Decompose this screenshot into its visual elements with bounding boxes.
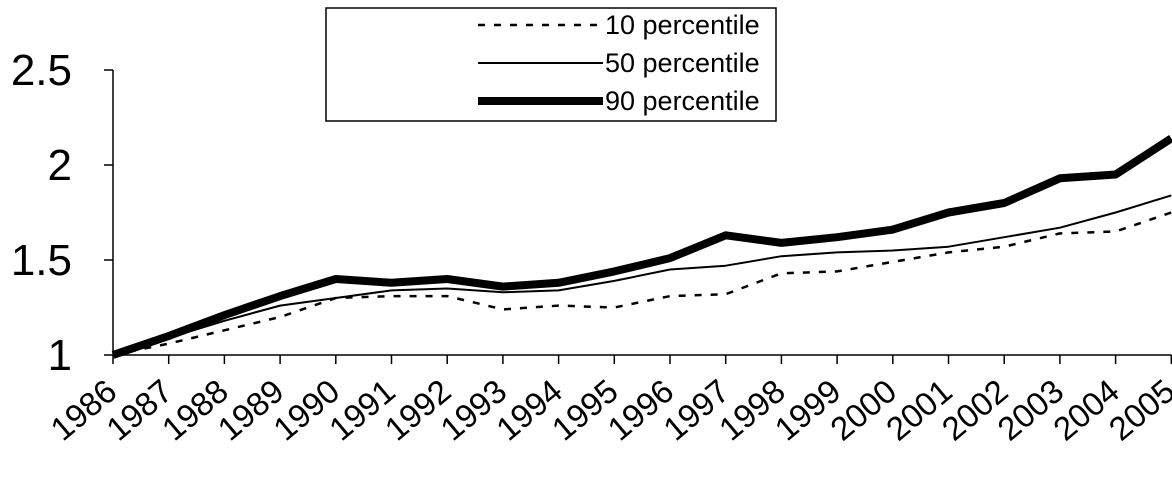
series-line-dotted xyxy=(112,211,1172,357)
legend-label: 90 percentile xyxy=(605,86,760,116)
y-tick-label: 1.5 xyxy=(11,236,72,285)
y-tick-label: 2 xyxy=(48,141,72,190)
y-tick-label: 1 xyxy=(48,331,72,380)
y-tick-label: 2.5 xyxy=(11,46,72,95)
legend: 10 percentile 50 percentile 90 percentile xyxy=(325,7,777,122)
legend-label: 50 percentile xyxy=(605,48,760,78)
series-line-thick xyxy=(111,135,1172,359)
series-line-thin xyxy=(112,194,1172,356)
legend-label: 10 percentile xyxy=(605,10,760,40)
x-tick-label: 2005 xyxy=(1102,372,1172,448)
series-group xyxy=(111,135,1172,359)
